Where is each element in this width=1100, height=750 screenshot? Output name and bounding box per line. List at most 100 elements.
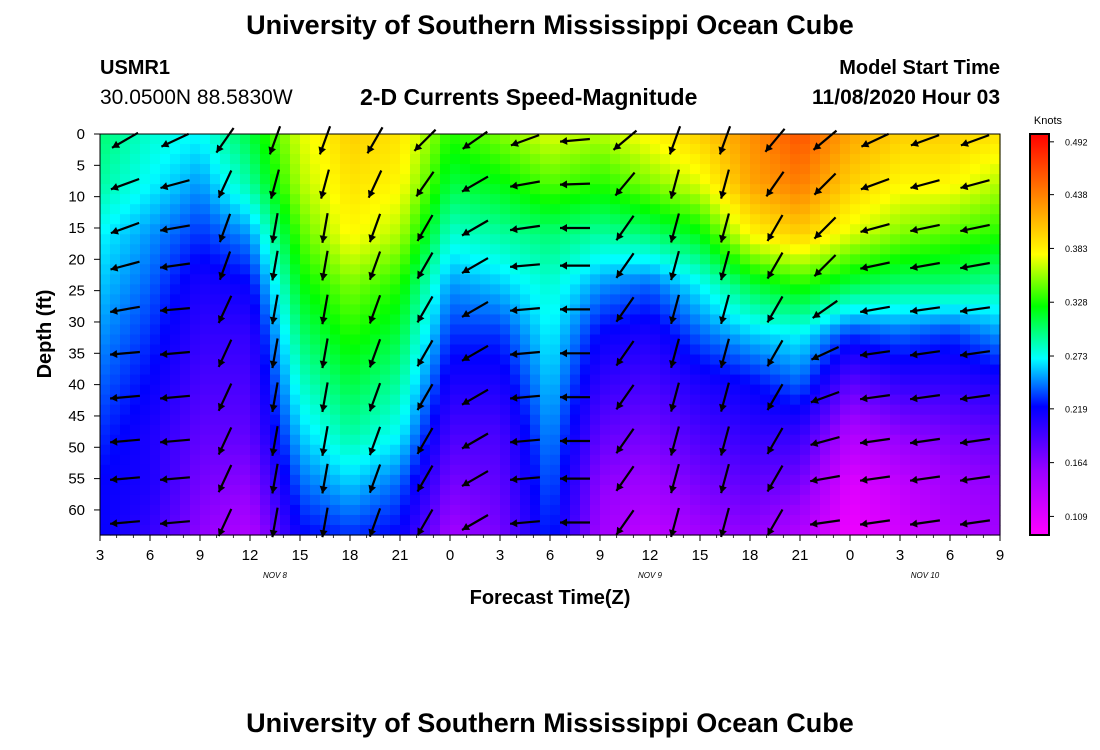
heat-cell	[560, 384, 571, 396]
heat-cell	[720, 194, 731, 205]
heat-cell	[920, 324, 931, 336]
heat-cell	[620, 154, 631, 165]
heat-cell	[200, 234, 211, 245]
heat-cell	[860, 344, 871, 356]
heat-cell	[730, 504, 741, 516]
heat-cell	[160, 464, 171, 476]
heat-cell	[420, 334, 431, 346]
heat-cell	[930, 244, 941, 255]
heat-cell	[940, 174, 951, 185]
heat-cell	[120, 504, 131, 516]
heat-cell	[510, 344, 521, 356]
current-arrow	[766, 252, 784, 280]
heat-cell	[290, 294, 301, 306]
current-arrow	[461, 300, 489, 318]
heat-cell	[940, 364, 951, 376]
heat-cell	[210, 404, 221, 416]
heat-cell	[640, 474, 651, 486]
heat-cell	[240, 334, 251, 346]
heat-cell	[260, 264, 271, 275]
heat-cell	[140, 474, 151, 486]
heat-cell	[820, 504, 831, 516]
heat-cell	[540, 204, 551, 215]
heat-cell	[660, 304, 671, 316]
heat-cell	[490, 234, 501, 245]
current-arrow	[110, 519, 140, 528]
heat-cell	[890, 524, 901, 536]
heat-cell	[420, 444, 431, 456]
heat-cell	[800, 324, 811, 336]
current-arrow	[860, 132, 890, 148]
heat-cell	[520, 144, 531, 155]
heat-cell	[400, 214, 411, 225]
heat-cell	[210, 304, 221, 316]
heat-cell	[370, 274, 381, 285]
heat-cell	[370, 234, 381, 245]
heat-cell	[700, 474, 711, 486]
heat-cell	[470, 394, 481, 406]
heat-cell	[370, 184, 381, 195]
heat-cell	[900, 304, 911, 316]
heat-cell	[460, 164, 471, 175]
heat-cell	[290, 524, 301, 536]
heat-cell	[150, 414, 161, 426]
heat-cell	[710, 454, 721, 466]
heat-cell	[130, 134, 141, 145]
current-arrow	[959, 519, 991, 528]
y-tick-label: 0	[77, 126, 85, 143]
heat-cell	[490, 504, 501, 516]
heat-cell	[740, 304, 751, 316]
heat-cell	[130, 464, 141, 476]
heat-cell	[990, 204, 1001, 215]
heat-cell	[880, 204, 891, 215]
heat-cell	[580, 394, 591, 406]
heat-cell	[390, 394, 401, 406]
heat-cell	[690, 174, 701, 185]
heat-cell	[480, 364, 491, 376]
heat-cell	[790, 294, 801, 306]
heat-cell	[570, 394, 581, 406]
heat-cell	[460, 484, 471, 496]
heat-cell	[120, 224, 131, 235]
heat-cell	[360, 324, 371, 336]
heat-cell	[710, 194, 721, 205]
heat-cell	[890, 244, 901, 255]
heat-cell	[600, 274, 611, 285]
heat-cell	[540, 394, 551, 406]
heat-cell	[830, 524, 841, 536]
heat-cell	[480, 314, 491, 326]
heat-cell	[410, 314, 421, 326]
heat-cell	[650, 374, 661, 386]
heat-cell	[450, 464, 461, 476]
heat-cell	[940, 484, 951, 496]
heat-cell	[970, 394, 981, 406]
heat-cell	[660, 254, 671, 265]
heat-cell	[310, 404, 321, 416]
heat-cell	[890, 304, 901, 316]
heat-cell	[290, 354, 301, 366]
heat-cell	[910, 294, 921, 306]
heat-cell	[440, 304, 451, 316]
heat-cell	[160, 184, 171, 195]
heat-cell	[400, 304, 411, 316]
heat-cell	[910, 444, 921, 456]
heat-cell	[680, 144, 691, 155]
current-arrow	[615, 252, 635, 279]
heat-cell	[130, 214, 141, 225]
heat-cell	[150, 264, 161, 275]
heat-cell	[640, 464, 651, 476]
heat-cell	[650, 134, 661, 145]
heat-cell	[140, 464, 151, 476]
heat-cell	[330, 354, 341, 366]
current-arrow	[909, 306, 941, 315]
heat-cell	[930, 444, 941, 456]
heat-cell	[120, 514, 131, 526]
heat-cell	[950, 384, 961, 396]
heat-cell	[180, 204, 191, 215]
heat-cell	[320, 524, 331, 536]
heat-cell	[710, 404, 721, 416]
heat-cell	[240, 294, 251, 306]
heat-cell	[540, 194, 551, 205]
heat-cell	[200, 434, 211, 446]
heat-cell	[570, 214, 581, 225]
